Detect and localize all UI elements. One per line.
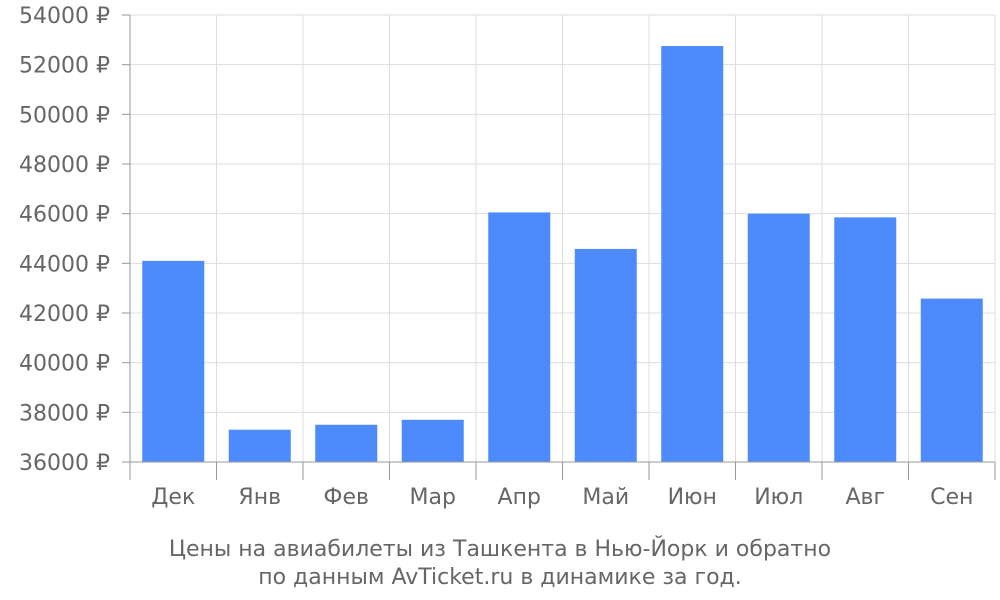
y-tick-label: 50000 ₽ [19, 103, 110, 128]
bar [142, 260, 205, 462]
x-tick-label: Авг [845, 485, 885, 510]
x-tick-label: Дек [151, 485, 195, 510]
y-tick-label: 36000 ₽ [19, 451, 110, 476]
caption-line-1: Цены на авиабилеты из Ташкента в Нью-Йор… [169, 536, 831, 562]
x-tick-label: Сен [930, 485, 973, 510]
bar [228, 429, 291, 462]
bar [315, 424, 378, 462]
y-tick-labels: 36000 ₽ 38000 ₽ 40000 ₽ 42000 ₽ 44000 ₽ 46000… [19, 4, 110, 476]
y-tick-label: 38000 ₽ [19, 401, 110, 426]
x-tick-label: Янв [238, 485, 281, 510]
y-tick-label: 42000 ₽ [19, 302, 110, 327]
y-tick-label: 48000 ₽ [19, 153, 110, 178]
y-tick-label: 46000 ₽ [19, 203, 110, 228]
y-tick-label: 40000 ₽ [19, 352, 110, 377]
bar [661, 46, 724, 463]
y-tick-label: 52000 ₽ [19, 54, 110, 79]
axes [122, 14, 996, 480]
caption-line-2: по данным AvTicket.ru в динамике за год. [258, 565, 742, 590]
bar [401, 419, 464, 462]
x-tick-label: Май [582, 485, 629, 510]
bars [142, 46, 983, 463]
x-tick-labels: Дек Янв Фев Мар Апр Май Июн Июл Авг Сен [151, 485, 973, 510]
bar [920, 298, 983, 462]
x-tick-label: Мар [410, 485, 456, 510]
bar [834, 217, 897, 462]
y-tick-label: 54000 ₽ [19, 4, 110, 29]
x-tick-label: Апр [498, 485, 541, 510]
bar [574, 248, 637, 462]
chart-caption: Цены на авиабилеты из Ташкента в Нью-Йор… [169, 536, 831, 590]
bar [488, 212, 551, 462]
y-tick-label: 44000 ₽ [19, 252, 110, 277]
x-tick-label: Фев [324, 485, 369, 510]
x-tick-label: Июл [754, 485, 803, 510]
x-tick-label: Июн [668, 485, 717, 510]
bar [747, 213, 810, 462]
